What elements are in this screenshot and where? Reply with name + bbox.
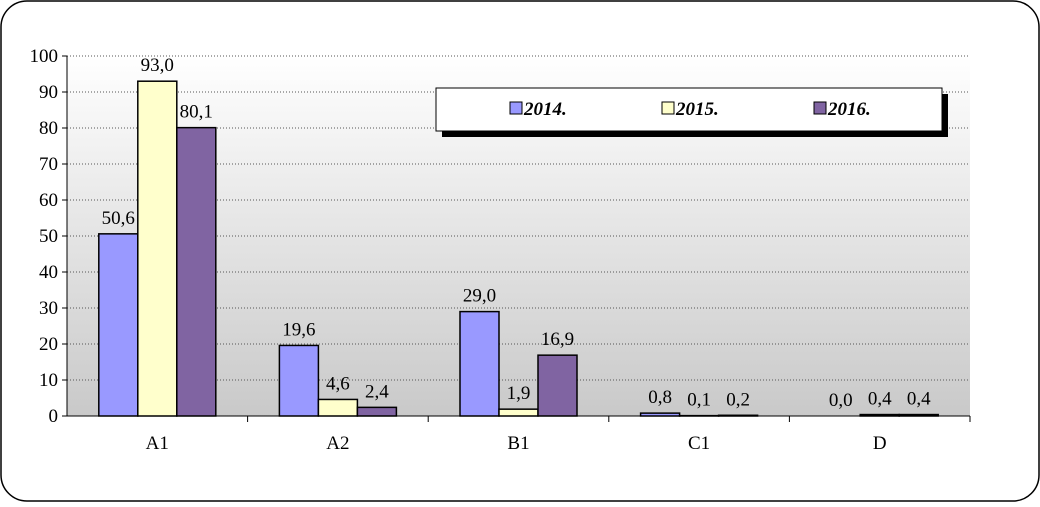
- data-label: 1,9: [507, 383, 531, 404]
- data-label: 16,9: [541, 329, 574, 350]
- bar-2015-B1: [499, 409, 538, 416]
- y-tick-label: 10: [39, 370, 58, 391]
- x-tick-label: C1: [688, 433, 710, 454]
- data-label: 0,4: [907, 389, 931, 410]
- legend-swatch: [662, 102, 674, 114]
- legend-label: 2015.: [675, 99, 719, 120]
- data-label: 80,1: [180, 102, 213, 123]
- legend-swatch: [814, 102, 826, 114]
- data-label: 0,1: [687, 390, 711, 411]
- data-label: 2,4: [365, 381, 389, 402]
- y-tick-label: 70: [39, 154, 58, 175]
- data-label: 19,6: [282, 319, 315, 340]
- y-tick-label: 40: [39, 262, 58, 283]
- x-tick-label: B1: [507, 433, 529, 454]
- y-tick-label: 30: [39, 298, 58, 319]
- y-tick-label: 20: [39, 334, 58, 355]
- y-tick-label: 50: [39, 226, 58, 247]
- data-label: 93,0: [141, 55, 174, 76]
- x-tick-label: D: [873, 433, 887, 454]
- data-label: 0,4: [868, 389, 892, 410]
- bar-2016-B1: [538, 355, 577, 416]
- legend: 2014. 2015. 2016.: [436, 88, 948, 137]
- y-tick-label: 80: [39, 118, 58, 139]
- y-tick-label: 100: [30, 46, 59, 67]
- legend-label: 2016.: [827, 99, 871, 120]
- y-tick-label: 60: [39, 190, 58, 211]
- data-label: 0,8: [648, 387, 672, 408]
- data-label: 29,0: [463, 286, 496, 307]
- y-tick-label: 90: [39, 82, 58, 103]
- legend-label: 2014.: [523, 99, 567, 120]
- bar-2015-A2: [318, 399, 357, 416]
- legend-swatch: [510, 102, 522, 114]
- x-tick-label: A2: [326, 433, 349, 454]
- data-label: 50,6: [102, 208, 135, 229]
- bar-2014-A2: [279, 345, 318, 416]
- bar-2014-A1: [99, 234, 138, 416]
- data-label: 0,2: [726, 389, 750, 410]
- data-label: 4,6: [326, 373, 350, 394]
- bar-2014-B1: [460, 312, 499, 416]
- x-tick-label: A1: [146, 433, 169, 454]
- bar-2016-A2: [357, 407, 396, 416]
- data-label: 0,0: [829, 390, 853, 411]
- y-tick-label: 0: [49, 406, 59, 427]
- bar-2016-A1: [177, 128, 216, 416]
- bar-2015-A1: [138, 81, 177, 416]
